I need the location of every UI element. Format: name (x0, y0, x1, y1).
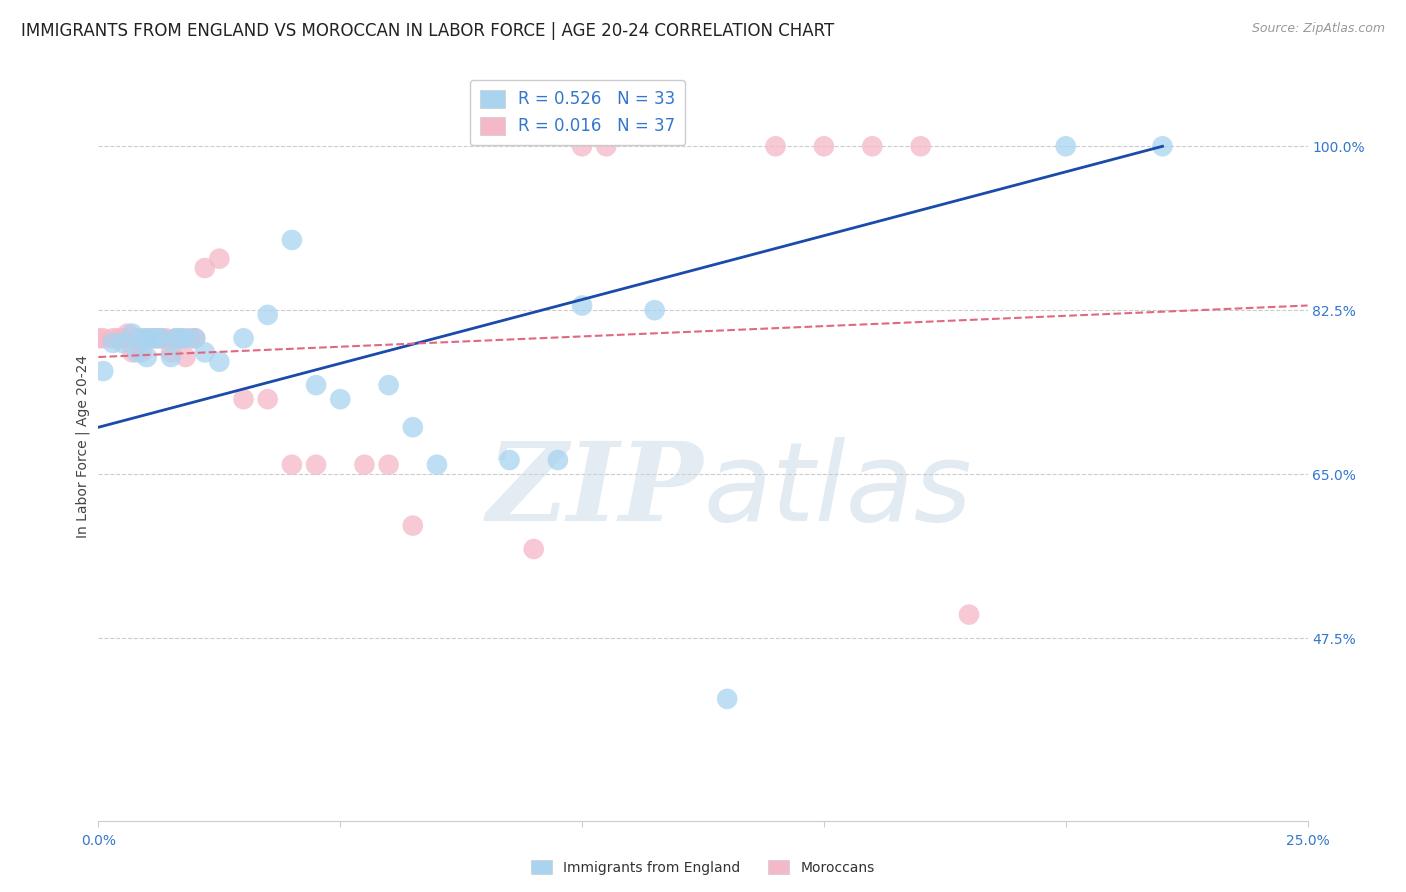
Point (813, 139, 835, 153)
Point (353, 458, 375, 472)
Point (145, 331, 167, 345)
Point (150, 331, 173, 345)
Y-axis label: In Labor Force | Age 20-24: In Labor Force | Age 20-24 (76, 354, 90, 538)
Text: 0.0%: 0.0% (82, 834, 115, 848)
Point (523, 542, 546, 557)
Point (1054, 139, 1077, 153)
Point (184, 331, 207, 345)
Point (111, 336, 134, 351)
Point (141, 331, 163, 345)
Point (256, 308, 278, 322)
Point (135, 350, 157, 364)
Point (281, 458, 304, 472)
Text: Source: ZipAtlas.com: Source: ZipAtlas.com (1251, 22, 1385, 36)
Point (160, 350, 183, 364)
Point (165, 331, 187, 345)
Point (121, 345, 143, 359)
Text: atlas: atlas (703, 437, 972, 544)
Point (402, 518, 425, 533)
Point (329, 392, 352, 407)
Point (107, 331, 129, 345)
Point (194, 261, 217, 276)
Point (169, 331, 191, 345)
Point (402, 420, 425, 434)
Point (716, 692, 738, 706)
Point (111, 331, 134, 345)
Point (595, 139, 617, 153)
Legend: R = 0.526   N = 33, R = 0.016   N = 37: R = 0.526 N = 33, R = 0.016 N = 37 (470, 79, 685, 145)
Point (179, 331, 201, 345)
Point (232, 392, 254, 407)
Point (117, 326, 139, 341)
Point (87, 331, 110, 345)
Point (377, 458, 399, 472)
Legend: Immigrants from England, Moroccans: Immigrants from England, Moroccans (526, 855, 880, 880)
Point (547, 453, 569, 467)
Point (121, 326, 143, 341)
Point (135, 331, 157, 345)
Text: IMMIGRANTS FROM ENGLAND VS MOROCCAN IN LABOR FORCE | AGE 20-24 CORRELATION CHART: IMMIGRANTS FROM ENGLAND VS MOROCCAN IN L… (21, 22, 834, 40)
Point (169, 331, 191, 345)
Point (426, 458, 449, 472)
Point (498, 453, 520, 467)
Point (957, 607, 980, 622)
Point (145, 331, 167, 345)
Point (127, 345, 149, 359)
Point (305, 378, 328, 392)
Text: 25.0%: 25.0% (1285, 834, 1330, 848)
Point (644, 303, 666, 318)
Point (765, 139, 787, 153)
Point (305, 458, 328, 472)
Point (377, 378, 399, 392)
Point (91, 331, 114, 345)
Point (860, 139, 883, 153)
Point (101, 336, 124, 351)
Point (910, 139, 932, 153)
Point (1152, 139, 1174, 153)
Point (232, 331, 254, 345)
Point (135, 331, 157, 345)
Point (141, 331, 163, 345)
Point (165, 331, 187, 345)
Point (127, 331, 149, 345)
Point (150, 331, 173, 345)
Point (256, 392, 278, 407)
Point (194, 345, 217, 359)
Point (208, 355, 231, 369)
Point (281, 233, 304, 247)
Text: ZIP: ZIP (486, 437, 703, 545)
Point (208, 252, 231, 266)
Point (101, 331, 124, 345)
Point (155, 331, 177, 345)
Point (131, 345, 153, 359)
Point (174, 331, 197, 345)
Point (184, 331, 207, 345)
Point (174, 350, 197, 364)
Point (571, 299, 593, 313)
Point (571, 139, 593, 153)
Point (131, 331, 153, 345)
Point (91, 364, 114, 378)
Point (160, 345, 183, 359)
